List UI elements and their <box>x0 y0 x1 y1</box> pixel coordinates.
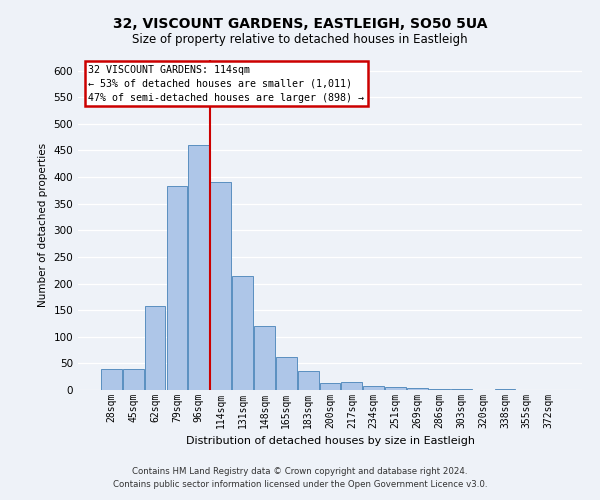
Bar <box>210 182 231 390</box>
Bar <box>232 276 253 390</box>
Bar <box>429 389 450 390</box>
Text: 32, VISCOUNT GARDENS, EASTLEIGH, SO50 5UA: 32, VISCOUNT GARDENS, EASTLEIGH, SO50 5U… <box>113 18 487 32</box>
Text: Contains HM Land Registry data © Crown copyright and database right 2024.: Contains HM Land Registry data © Crown c… <box>132 467 468 476</box>
Bar <box>276 357 296 390</box>
Bar <box>298 372 319 390</box>
Y-axis label: Number of detached properties: Number of detached properties <box>38 143 48 307</box>
Bar <box>407 388 428 390</box>
Text: 32 VISCOUNT GARDENS: 114sqm
← 53% of detached houses are smaller (1,011)
47% of : 32 VISCOUNT GARDENS: 114sqm ← 53% of det… <box>88 65 364 103</box>
Bar <box>385 388 406 390</box>
Bar <box>341 382 362 390</box>
Bar <box>167 186 187 390</box>
Bar <box>254 326 275 390</box>
Text: Contains public sector information licensed under the Open Government Licence v3: Contains public sector information licen… <box>113 480 487 489</box>
X-axis label: Distribution of detached houses by size in Eastleigh: Distribution of detached houses by size … <box>185 436 475 446</box>
Bar <box>145 306 166 390</box>
Bar <box>123 368 143 390</box>
Bar <box>320 382 340 390</box>
Bar <box>188 145 209 390</box>
Bar <box>364 386 384 390</box>
Text: Size of property relative to detached houses in Eastleigh: Size of property relative to detached ho… <box>132 32 468 46</box>
Bar <box>101 368 122 390</box>
